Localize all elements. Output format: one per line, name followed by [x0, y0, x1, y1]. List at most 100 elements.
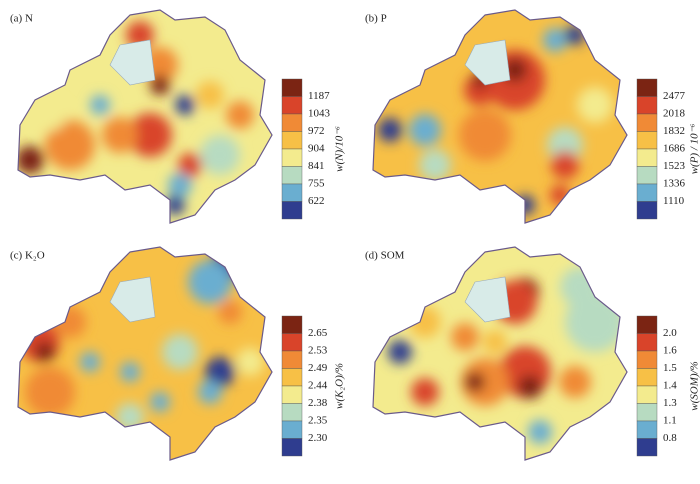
panel: (b) P 2477 2018 1832 1686 1523 1336 1110 w(P) / … [365, 9, 700, 224]
map-patch [409, 114, 441, 146]
map-patch [547, 127, 583, 163]
legend-swatch [281, 166, 303, 185]
map-patch [411, 378, 439, 406]
legend-swatch [636, 368, 658, 387]
legend-tick-label: 2.49 [308, 362, 328, 374]
legend-tick-label: 1110 [663, 195, 685, 207]
legend-tick-label: 1.3 [663, 397, 677, 409]
map [373, 10, 627, 223]
map-surface [20, 251, 264, 431]
legend-swatch [636, 113, 658, 132]
excluded-area [109, 39, 156, 86]
legend-tick-label: 972 [308, 125, 325, 137]
legend-swatch [636, 148, 658, 167]
map-patch [378, 118, 402, 142]
excluded-area [464, 276, 511, 323]
map-patch [35, 342, 55, 362]
legend-tick-label: 2.53 [308, 345, 328, 357]
map-patch [459, 109, 511, 161]
legend-tick-label: 2477 [663, 90, 686, 102]
map-patch [168, 173, 192, 197]
legend-swatch [636, 78, 658, 97]
panel: (d) SOM 2.0 1.6 1.5 1.4 1.3 1.1 0.8 w(SOM)/% [365, 246, 700, 461]
panel-label: (b) P [365, 13, 387, 25]
legend-swatch [636, 403, 658, 422]
map [18, 10, 272, 223]
map-patch [120, 362, 140, 382]
legend-swatch [636, 333, 658, 352]
excluded-area [464, 39, 511, 86]
map [373, 247, 627, 460]
map-patch [18, 146, 44, 174]
map-patch [90, 95, 110, 115]
legend-tick-label: 2.65 [308, 327, 328, 339]
legend-swatch [281, 438, 303, 457]
legend-swatch [281, 420, 303, 439]
map-patch [198, 380, 222, 404]
panel-label: (c) K₂O [10, 250, 45, 262]
legend-title: w(P) / 10⁻⁶ [689, 124, 700, 175]
panel-label: (d) SOM [365, 250, 405, 262]
map-patch [200, 135, 240, 175]
map-patch [102, 117, 138, 153]
map-patch [559, 366, 591, 398]
map-patch [175, 95, 195, 115]
map-patch [162, 334, 198, 370]
legend-swatch [281, 350, 303, 369]
legend-tick-label: 755 [308, 178, 325, 190]
legend-tick-label: 2.30 [308, 432, 328, 444]
map-patch [236, 348, 264, 376]
legend-tick-label: 1187 [308, 90, 330, 102]
map-patch [205, 357, 235, 387]
legend-swatch [636, 315, 658, 334]
panel: (c) K₂O 2.65 2.53 2.49 2.44 2.38 2.35 2.30 w(K₂O… [10, 246, 346, 461]
legend-tick-label: 1.5 [663, 362, 677, 374]
legend-swatch [636, 350, 658, 369]
map-patch [518, 375, 542, 399]
legend-swatch [281, 315, 303, 334]
map-patch [551, 151, 579, 179]
map-patch [178, 153, 202, 177]
legend-tick-label: 1336 [663, 178, 686, 190]
legend-tick-label: 1686 [663, 143, 686, 155]
legend-swatch [636, 131, 658, 150]
excluded-area [109, 276, 156, 323]
panel-label: (a) N [10, 13, 33, 25]
legend-tick-label: 1523 [663, 160, 686, 172]
map-patch [483, 330, 507, 354]
map-patch [218, 300, 242, 324]
legend-swatch [281, 148, 303, 167]
legend-title: w(K₂O)/% [334, 363, 346, 409]
legend-swatch [281, 183, 303, 202]
legend-swatch [281, 78, 303, 97]
legend-swatch [281, 201, 303, 220]
map-patch [196, 81, 224, 109]
legend-tick-label: 2.0 [663, 327, 677, 339]
legend-tick-label: 841 [308, 160, 325, 172]
map [18, 247, 272, 460]
panel: (a) N 1187 1043 972 904 841 755 622 w(N)/10⁻⁶ [10, 9, 346, 224]
legend-tick-label: 0.8 [663, 432, 677, 444]
legend-swatch [636, 201, 658, 220]
legend-tick-label: 1.1 [663, 415, 677, 427]
legend-swatch [281, 333, 303, 352]
legend-tick-label: 2.44 [308, 380, 328, 392]
legend-swatch [281, 385, 303, 404]
legend-tick-label: 1.6 [663, 345, 677, 357]
legend-swatch [281, 131, 303, 150]
legend-swatch [281, 403, 303, 422]
legend-title: w(N)/10⁻⁶ [334, 126, 346, 172]
map-patch [528, 420, 552, 444]
map-patch [188, 260, 232, 304]
legend-swatch [636, 183, 658, 202]
map-patch [388, 340, 412, 364]
legend-tick-label: 622 [308, 195, 325, 207]
map-patch [128, 113, 172, 157]
legend-swatch [636, 438, 658, 457]
map-patch [543, 28, 567, 52]
map-patch [45, 120, 95, 170]
map-patch [34, 99, 66, 131]
legend-tick-label: 1043 [308, 108, 331, 120]
map-patch [451, 323, 479, 351]
